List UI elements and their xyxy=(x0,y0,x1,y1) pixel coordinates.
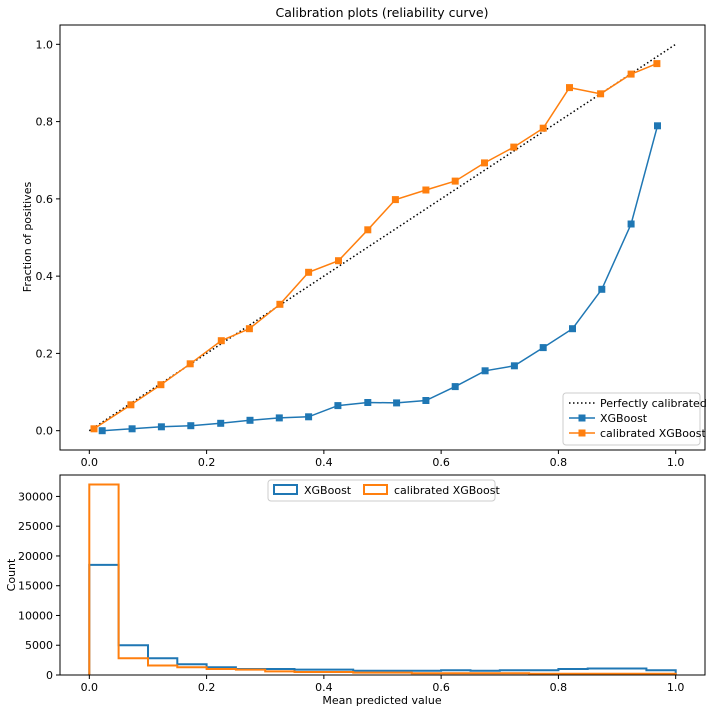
x-tick-label: 0.4 xyxy=(315,681,333,694)
y-tick-label: 0.6 xyxy=(36,193,54,206)
x-tick-label: 0.8 xyxy=(550,456,568,469)
histogram-panel: 0.0 0.2 0.4 0.6 0.8 1.0 0 5000 10000 15000 20000 2… xyxy=(5,474,706,707)
xgboost-point xyxy=(451,383,459,391)
xgboost-point xyxy=(128,425,136,433)
x-tick-label: 0.4 xyxy=(315,456,333,469)
calibrated-xgboost-point xyxy=(90,425,98,433)
hist-legend-xgb-label: XGBoost xyxy=(304,484,352,497)
xgboost-point xyxy=(539,344,547,352)
y-tick-label: 10000 xyxy=(18,609,53,622)
calibration-y-ticks: 0.0 0.2 0.4 0.6 0.8 1.0 xyxy=(36,38,60,438)
calibration-x-ticks: 0.0 0.2 0.4 0.6 0.8 1.0 xyxy=(81,450,685,469)
xgboost-point xyxy=(305,413,313,421)
y-tick-label: 0 xyxy=(46,669,53,682)
histogram-y-ticks: 0 5000 10000 15000 20000 25000 30000 xyxy=(18,490,60,682)
xgboost-point xyxy=(510,362,518,370)
y-tick-label: 1.0 xyxy=(36,38,54,51)
y-tick-label: 15000 xyxy=(18,580,53,593)
hist-legend-cal-label: calibrated XGBoost xyxy=(394,484,501,497)
x-tick-label: 0.2 xyxy=(198,456,216,469)
calibrated-xgboost-point xyxy=(391,196,399,204)
y-tick-label: 0.2 xyxy=(36,347,54,360)
calibrated-xgboost-point xyxy=(186,360,194,368)
xgboost-point xyxy=(393,399,401,407)
calibrated-xgboost-point xyxy=(566,84,573,92)
x-tick-label: 0.0 xyxy=(81,456,99,469)
histogram-x-label: Mean predicted value xyxy=(322,694,441,707)
calibrated-xgboost-point xyxy=(364,226,372,234)
xgboost-point xyxy=(334,402,342,410)
y-tick-label: 25000 xyxy=(18,520,53,533)
xgboost-point xyxy=(422,397,430,404)
xgboost-point xyxy=(98,427,106,435)
y-tick-label: 0.0 xyxy=(36,425,54,438)
xgboost-point xyxy=(654,122,661,130)
xgboost-histogram xyxy=(88,563,677,675)
x-tick-label: 1.0 xyxy=(667,681,685,694)
x-tick-label: 0.6 xyxy=(432,681,450,694)
x-tick-label: 0.0 xyxy=(81,681,99,694)
calibrated-xgboost-point xyxy=(510,143,518,151)
calibrated-xgboost-point xyxy=(422,186,430,194)
calibrated-xgboost-histogram xyxy=(88,483,677,675)
xgboost-point xyxy=(569,325,576,333)
calibrated-xgboost-point xyxy=(627,70,635,78)
calibrated-xgboost-point xyxy=(276,300,284,308)
calibrated-xgboost-point xyxy=(597,90,605,98)
calibrated-xgboost-point xyxy=(245,325,253,333)
legend-xgb-marker xyxy=(578,414,586,422)
legend-cal-label: calibrated XGBoost xyxy=(600,427,707,440)
calibration-y-label: Fraction of positives xyxy=(21,182,34,293)
xgboost-point xyxy=(275,414,283,422)
y-tick-label: 30000 xyxy=(18,490,53,503)
xgboost-point xyxy=(157,423,165,431)
x-tick-label: 1.0 xyxy=(667,456,685,469)
x-tick-label: 0.6 xyxy=(432,456,450,469)
calibrated-xgboost-point xyxy=(481,159,488,167)
hist-legend-xgb-swatch xyxy=(273,484,298,495)
calibrated-xgboost-point xyxy=(653,60,661,68)
y-tick-label: 5000 xyxy=(25,639,53,652)
legend-xgb-label: XGBoost xyxy=(600,412,648,425)
calibrated-xgboost-point xyxy=(217,337,225,345)
xgboost-point xyxy=(481,367,489,375)
calibrated-xgboost-line xyxy=(93,62,658,430)
calibrated-xgboost-point xyxy=(305,268,313,276)
x-tick-label: 0.2 xyxy=(198,681,216,694)
histogram-y-label: Count xyxy=(5,558,18,591)
calibrated-xgboost-point xyxy=(451,177,459,185)
histogram-legend: XGBoost calibrated XGBoost xyxy=(267,479,501,502)
calibration-plot-area xyxy=(88,43,677,435)
calibrated-xgboost-point xyxy=(127,401,135,409)
xgboost-point xyxy=(598,285,606,293)
xgboost-point xyxy=(187,422,195,430)
calibrated-xgboost-point xyxy=(539,124,547,132)
calibration-axes-frame xyxy=(59,24,706,451)
y-tick-label: 0.8 xyxy=(36,116,54,129)
histogram-axes-frame xyxy=(59,474,706,676)
xgboost-point xyxy=(627,220,635,228)
calibration-legend: Perfectly calibrated XGBoost calibrated … xyxy=(562,392,707,446)
xgboost-point xyxy=(217,419,225,427)
calibration-title: Calibration plots (reliability curve) xyxy=(276,5,489,20)
calibrated-xgboost-point xyxy=(157,381,165,389)
xgboost-line xyxy=(102,125,659,432)
calibrated-xgboost-point xyxy=(335,257,342,265)
histogram-plot-area xyxy=(88,483,677,675)
histogram-x-ticks: 0.0 0.2 0.4 0.6 0.8 1.0 xyxy=(81,675,685,694)
legend-cal-marker xyxy=(578,429,586,437)
xgboost-point xyxy=(364,399,372,406)
y-tick-label: 20000 xyxy=(18,550,53,563)
y-tick-label: 0.4 xyxy=(36,270,54,283)
xgboost-point xyxy=(246,416,254,424)
hist-legend-cal-swatch xyxy=(363,484,388,495)
legend-perfect-label: Perfectly calibrated xyxy=(600,397,707,410)
calibration-panel: Calibration plots (reliability curve) 0.… xyxy=(21,5,707,469)
x-tick-label: 0.8 xyxy=(550,681,568,694)
